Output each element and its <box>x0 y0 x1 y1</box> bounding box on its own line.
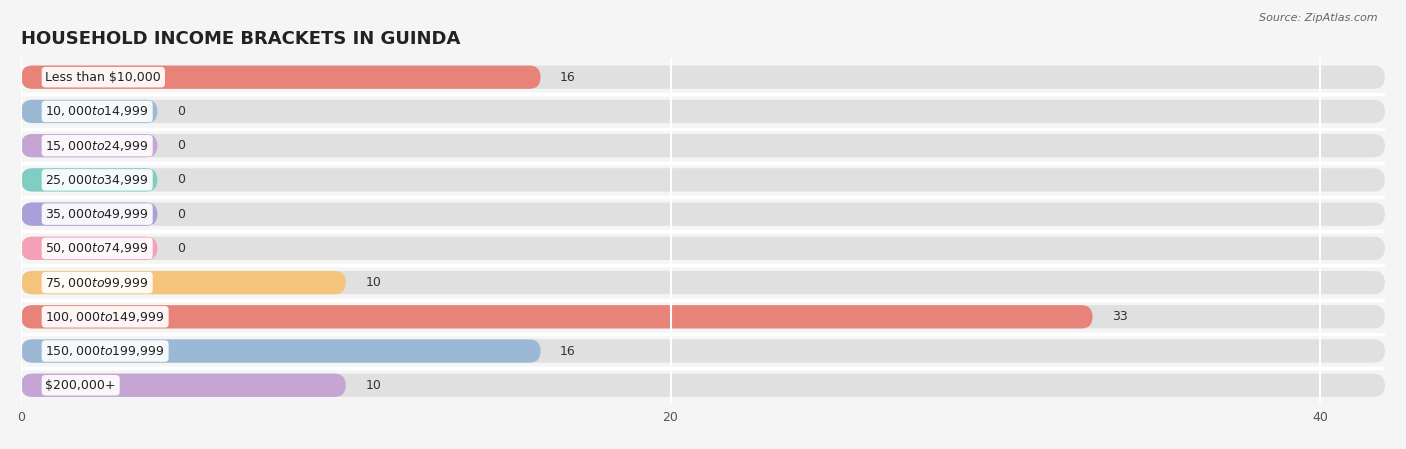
Text: $35,000 to $49,999: $35,000 to $49,999 <box>45 207 149 221</box>
FancyBboxPatch shape <box>21 202 1385 226</box>
FancyBboxPatch shape <box>21 202 157 226</box>
FancyBboxPatch shape <box>21 134 157 157</box>
FancyBboxPatch shape <box>21 271 1385 294</box>
Text: 16: 16 <box>560 344 576 357</box>
FancyBboxPatch shape <box>21 339 1385 363</box>
FancyBboxPatch shape <box>21 374 1385 397</box>
Text: 0: 0 <box>177 207 186 220</box>
Text: $100,000 to $149,999: $100,000 to $149,999 <box>45 310 165 324</box>
FancyBboxPatch shape <box>21 168 1385 192</box>
Text: 0: 0 <box>177 242 186 255</box>
Text: 0: 0 <box>177 139 186 152</box>
Text: $150,000 to $199,999: $150,000 to $199,999 <box>45 344 165 358</box>
Text: $25,000 to $34,999: $25,000 to $34,999 <box>45 173 149 187</box>
FancyBboxPatch shape <box>21 339 541 363</box>
Text: $200,000+: $200,000+ <box>45 379 115 392</box>
FancyBboxPatch shape <box>21 100 1385 123</box>
FancyBboxPatch shape <box>21 100 157 123</box>
Text: 10: 10 <box>366 276 381 289</box>
FancyBboxPatch shape <box>21 374 346 397</box>
FancyBboxPatch shape <box>21 305 1385 329</box>
Text: 0: 0 <box>177 105 186 118</box>
Text: Source: ZipAtlas.com: Source: ZipAtlas.com <box>1260 13 1378 23</box>
FancyBboxPatch shape <box>21 237 157 260</box>
FancyBboxPatch shape <box>21 305 1092 329</box>
Text: 10: 10 <box>366 379 381 392</box>
FancyBboxPatch shape <box>21 271 346 294</box>
Text: $15,000 to $24,999: $15,000 to $24,999 <box>45 139 149 153</box>
Text: $75,000 to $99,999: $75,000 to $99,999 <box>45 276 149 290</box>
FancyBboxPatch shape <box>21 134 1385 157</box>
FancyBboxPatch shape <box>21 168 157 192</box>
Text: HOUSEHOLD INCOME BRACKETS IN GUINDA: HOUSEHOLD INCOME BRACKETS IN GUINDA <box>21 31 461 48</box>
Text: Less than $10,000: Less than $10,000 <box>45 70 162 84</box>
Text: 16: 16 <box>560 70 576 84</box>
Text: $10,000 to $14,999: $10,000 to $14,999 <box>45 105 149 119</box>
Text: $50,000 to $74,999: $50,000 to $74,999 <box>45 242 149 255</box>
FancyBboxPatch shape <box>21 66 1385 89</box>
FancyBboxPatch shape <box>21 66 541 89</box>
Text: 0: 0 <box>177 173 186 186</box>
FancyBboxPatch shape <box>21 237 1385 260</box>
Text: 33: 33 <box>1112 310 1128 323</box>
